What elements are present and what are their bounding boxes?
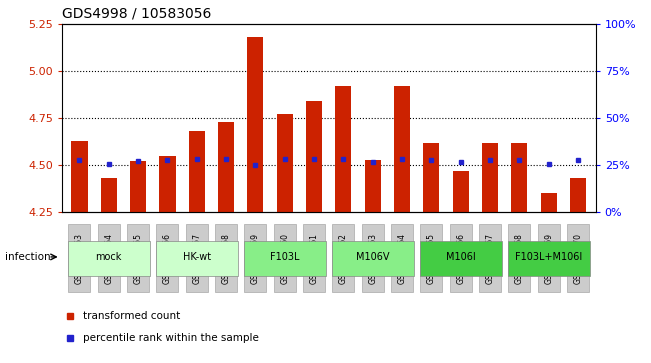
- FancyBboxPatch shape: [391, 224, 413, 292]
- FancyBboxPatch shape: [450, 224, 472, 292]
- Bar: [101, 178, 117, 212]
- FancyBboxPatch shape: [538, 224, 560, 292]
- Text: infection: infection: [5, 252, 51, 262]
- Text: GSM1172663: GSM1172663: [368, 233, 377, 284]
- FancyBboxPatch shape: [333, 224, 354, 292]
- Text: M106I: M106I: [446, 252, 476, 262]
- Bar: [218, 122, 234, 212]
- FancyBboxPatch shape: [98, 224, 120, 292]
- FancyBboxPatch shape: [362, 224, 383, 292]
- FancyBboxPatch shape: [156, 241, 238, 276]
- Text: GSM1172656: GSM1172656: [163, 233, 172, 284]
- Text: F103L: F103L: [270, 252, 299, 262]
- Text: GDS4998 / 10583056: GDS4998 / 10583056: [62, 7, 211, 21]
- Text: M106V: M106V: [356, 252, 389, 262]
- Text: GSM1172654: GSM1172654: [104, 233, 113, 284]
- Text: GSM1172662: GSM1172662: [339, 233, 348, 284]
- Text: GSM1172670: GSM1172670: [574, 233, 583, 284]
- Text: F103L+M106I: F103L+M106I: [515, 252, 583, 262]
- Text: HK-wt: HK-wt: [183, 252, 211, 262]
- FancyBboxPatch shape: [156, 224, 178, 292]
- Text: GSM1172669: GSM1172669: [544, 233, 553, 284]
- Bar: [570, 178, 586, 212]
- Text: GSM1172667: GSM1172667: [486, 233, 495, 284]
- FancyBboxPatch shape: [421, 224, 443, 292]
- FancyBboxPatch shape: [186, 224, 208, 292]
- Bar: [159, 156, 176, 212]
- FancyBboxPatch shape: [303, 224, 325, 292]
- Bar: [423, 143, 439, 212]
- Text: GSM1172653: GSM1172653: [75, 233, 84, 284]
- Bar: [452, 171, 469, 212]
- Text: GSM1172664: GSM1172664: [398, 233, 407, 284]
- Text: GSM1172668: GSM1172668: [515, 233, 524, 284]
- Bar: [335, 86, 352, 212]
- FancyBboxPatch shape: [332, 241, 414, 276]
- FancyBboxPatch shape: [508, 241, 590, 276]
- Text: GSM1172661: GSM1172661: [310, 233, 318, 284]
- Text: GSM1172660: GSM1172660: [281, 233, 289, 284]
- Text: GSM1172665: GSM1172665: [427, 233, 436, 284]
- Text: transformed count: transformed count: [83, 310, 180, 321]
- FancyBboxPatch shape: [508, 224, 531, 292]
- FancyBboxPatch shape: [479, 224, 501, 292]
- Bar: [482, 143, 498, 212]
- Text: GSM1172666: GSM1172666: [456, 233, 465, 284]
- Bar: [247, 37, 264, 212]
- FancyBboxPatch shape: [215, 224, 237, 292]
- Bar: [365, 159, 381, 212]
- Text: mock: mock: [96, 252, 122, 262]
- Bar: [511, 143, 527, 212]
- Text: GSM1172659: GSM1172659: [251, 233, 260, 284]
- FancyBboxPatch shape: [274, 224, 296, 292]
- FancyBboxPatch shape: [68, 241, 150, 276]
- FancyBboxPatch shape: [420, 241, 502, 276]
- Bar: [189, 131, 205, 212]
- Bar: [72, 140, 87, 212]
- Text: percentile rank within the sample: percentile rank within the sample: [83, 333, 259, 343]
- Bar: [394, 86, 410, 212]
- Text: GSM1172658: GSM1172658: [221, 233, 230, 284]
- Text: GSM1172655: GSM1172655: [133, 233, 143, 284]
- FancyBboxPatch shape: [68, 224, 90, 292]
- FancyBboxPatch shape: [244, 224, 266, 292]
- Text: GSM1172657: GSM1172657: [192, 233, 201, 284]
- FancyBboxPatch shape: [127, 224, 149, 292]
- Bar: [541, 193, 557, 212]
- FancyBboxPatch shape: [567, 224, 589, 292]
- Bar: [277, 114, 293, 212]
- Bar: [306, 101, 322, 212]
- FancyBboxPatch shape: [243, 241, 326, 276]
- Bar: [130, 162, 146, 212]
